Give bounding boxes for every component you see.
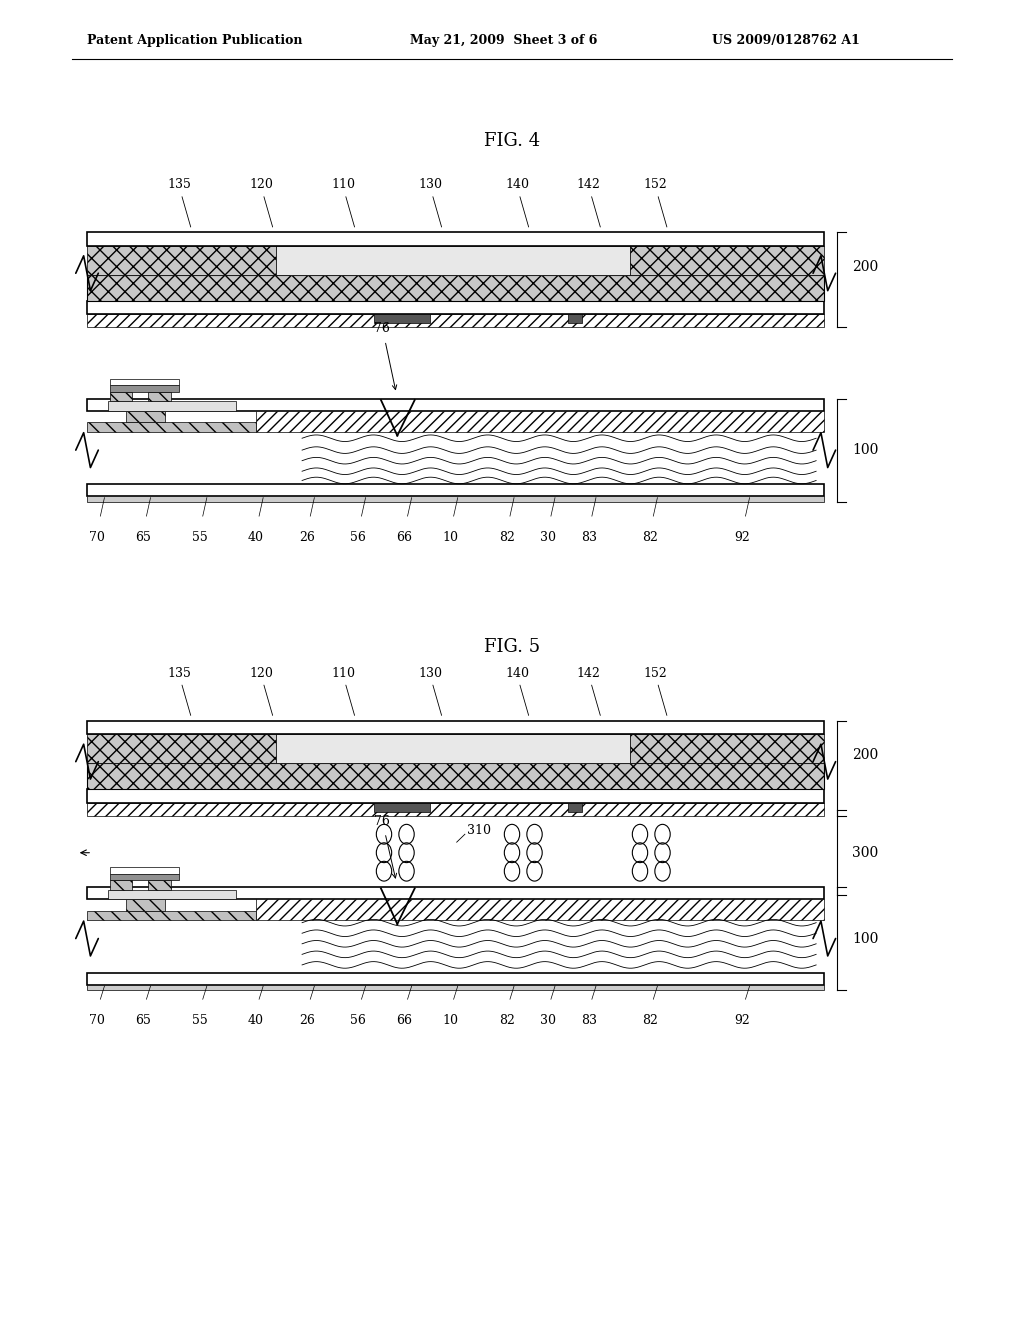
Bar [374,314,430,323]
Bar [87,422,256,432]
Bar [110,385,179,392]
Text: 26: 26 [299,1014,315,1027]
Text: 135: 135 [167,178,191,191]
Bar [87,232,824,246]
Text: 200: 200 [852,748,879,762]
Text: 82: 82 [642,1014,658,1027]
Text: 30: 30 [540,1014,556,1027]
Bar [87,789,824,803]
Text: 100: 100 [852,932,879,945]
Bar [87,275,824,301]
Bar [87,763,824,789]
Text: 142: 142 [577,178,601,191]
Text: 152: 152 [643,667,668,680]
Bar [630,246,824,275]
Bar [108,890,236,899]
Text: 40: 40 [248,531,264,544]
Text: 70: 70 [89,531,105,544]
Bar [87,887,824,899]
Text: 110: 110 [331,178,355,191]
Bar [276,246,630,275]
Bar [87,803,824,816]
Text: 65: 65 [135,1014,152,1027]
Text: 92: 92 [734,531,751,544]
Text: 76: 76 [374,322,390,335]
Bar [87,246,276,275]
Text: US 2009/0128762 A1: US 2009/0128762 A1 [712,34,859,48]
Text: 120: 120 [249,667,273,680]
Bar [148,392,171,401]
Bar [256,411,824,432]
Text: 140: 140 [505,178,529,191]
Text: 120: 120 [249,178,273,191]
Bar [87,721,824,734]
Bar [110,379,179,385]
Bar [110,867,179,874]
Text: 300: 300 [852,846,879,859]
Text: FIG. 4: FIG. 4 [484,132,540,150]
Text: 66: 66 [396,1014,413,1027]
Bar [87,301,824,314]
Text: 82: 82 [499,1014,515,1027]
Text: 55: 55 [191,1014,208,1027]
Bar [87,911,256,920]
Text: 83: 83 [581,1014,597,1027]
Text: 140: 140 [505,667,529,680]
Text: 70: 70 [89,1014,105,1027]
Text: 83: 83 [581,531,597,544]
Text: 26: 26 [299,531,315,544]
Text: Patent Application Publication: Patent Application Publication [87,34,302,48]
Text: May 21, 2009  Sheet 3 of 6: May 21, 2009 Sheet 3 of 6 [410,34,597,48]
Text: 30: 30 [540,531,556,544]
Text: 40: 40 [248,1014,264,1027]
Text: 130: 130 [418,178,442,191]
Bar [87,985,824,990]
Bar [568,803,582,812]
Bar [276,734,630,763]
Bar [256,899,824,920]
Text: 135: 135 [167,667,191,680]
Bar [630,734,824,763]
Text: 56: 56 [350,1014,367,1027]
Bar [110,880,132,890]
Bar [110,874,179,880]
Text: 76: 76 [374,814,390,828]
Text: 10: 10 [442,531,459,544]
Text: 130: 130 [418,667,442,680]
Bar [87,496,824,502]
Bar [374,803,430,812]
Text: 110: 110 [331,667,355,680]
Bar [87,973,824,985]
Text: 55: 55 [191,531,208,544]
Text: FIG. 5: FIG. 5 [484,638,540,656]
Text: 82: 82 [499,531,515,544]
Bar [87,314,824,327]
Bar [148,880,171,890]
Bar [87,399,824,411]
Bar [568,314,582,323]
Bar [108,401,236,411]
Bar [87,734,276,763]
Bar [87,484,824,496]
Text: 92: 92 [734,1014,751,1027]
Text: 310: 310 [467,824,490,837]
Text: 82: 82 [642,531,658,544]
Text: 200: 200 [852,260,879,273]
Bar [126,411,165,422]
Text: 152: 152 [643,178,668,191]
Text: 10: 10 [442,1014,459,1027]
Text: 142: 142 [577,667,601,680]
Bar [110,392,132,401]
Text: 65: 65 [135,531,152,544]
Text: 56: 56 [350,531,367,544]
Bar [126,899,165,911]
Text: 100: 100 [852,444,879,457]
Text: 66: 66 [396,531,413,544]
